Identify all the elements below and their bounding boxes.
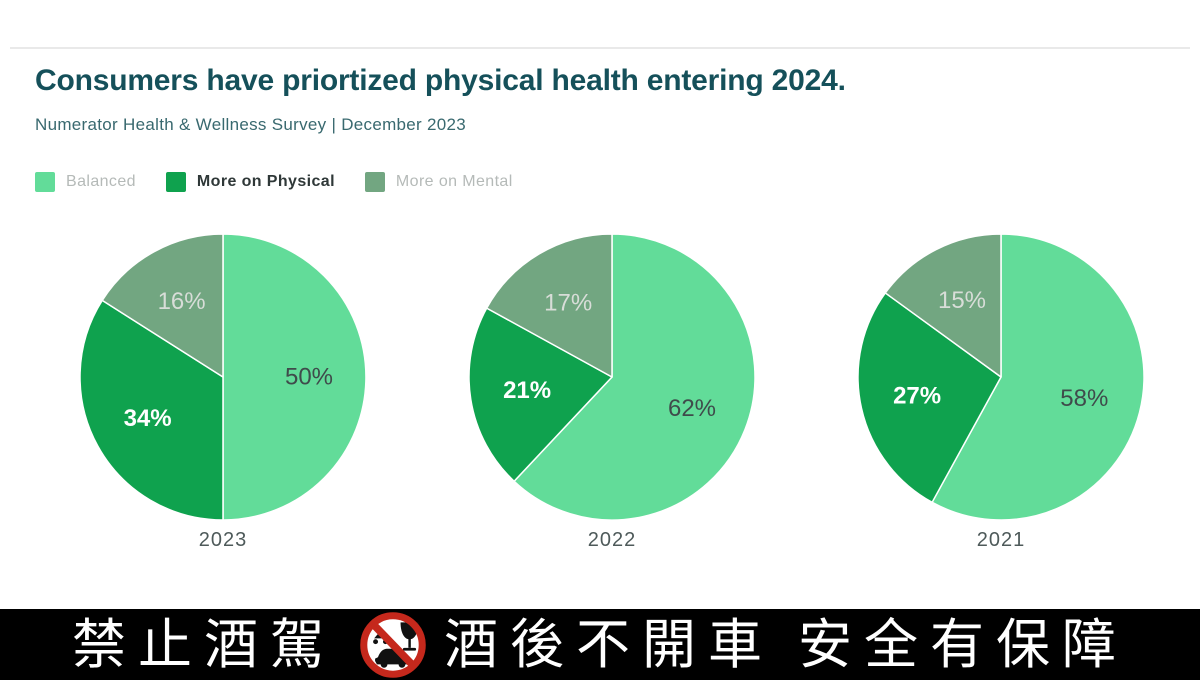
pie-slice-balanced bbox=[222, 233, 367, 521]
pie-slice-more-on-mental bbox=[884, 233, 1002, 378]
pie-chart-row: 50% 34% 16% 2023 62% 21% 17% 2022 58% 27% 15% 2021 bbox=[73, 227, 1151, 552]
slice-value-label: 62% bbox=[668, 395, 716, 422]
pie-svg-2023: 50% 34% 16% bbox=[79, 233, 367, 521]
legend-label: More on Mental bbox=[395, 173, 513, 190]
legend-item-more-on-mental: More on Mental bbox=[364, 172, 513, 192]
pie-chart-2023: 50% 34% 16% 2023 bbox=[73, 227, 373, 552]
year-label: 2023 bbox=[198, 529, 248, 551]
drunk-driving-warning-banner: 禁止酒駕 酒後不開車 安全有保 bbox=[0, 609, 1200, 680]
chart-subtitle: Numerator Health & Wellness Survey | Dec… bbox=[35, 115, 467, 134]
slice-value-label: 34% bbox=[124, 405, 172, 432]
slice-value-label: 15% bbox=[938, 287, 986, 314]
pie-slice-more-on-physical bbox=[857, 292, 1002, 504]
pie-slice-more-on-mental bbox=[485, 233, 613, 378]
legend-item-balanced: Balanced bbox=[35, 172, 136, 192]
pie-slice-more-on-physical bbox=[79, 299, 224, 521]
pie-slice-more-on-mental bbox=[101, 233, 224, 378]
slice-value-label: 50% bbox=[285, 364, 333, 391]
banner-text-right: 安全有保障 bbox=[798, 614, 1128, 675]
slice-value-label: 27% bbox=[893, 382, 941, 409]
pie-slice-balanced bbox=[931, 233, 1145, 521]
chart-title: Consumers have priortized physical healt… bbox=[35, 64, 846, 97]
slice-value-label: 21% bbox=[503, 377, 551, 404]
year-label: 2022 bbox=[587, 529, 637, 551]
legend-label: More on Physical bbox=[196, 173, 335, 190]
year-label: 2021 bbox=[976, 529, 1026, 551]
banner-text-mid: 酒後不開車 bbox=[444, 614, 774, 675]
no-drunk-driving-icon bbox=[360, 611, 426, 678]
banner-text-left: 禁止酒駕 bbox=[72, 614, 336, 675]
slice-value-label: 58% bbox=[1060, 385, 1108, 412]
slice-value-label: 16% bbox=[158, 288, 206, 315]
pie-svg-2021: 58% 27% 15% bbox=[857, 233, 1145, 521]
legend-label: Balanced bbox=[66, 173, 136, 190]
top-divider bbox=[10, 47, 1190, 49]
pie-svg-2022: 62% 21% 17% bbox=[468, 233, 756, 521]
legend-swatch bbox=[364, 172, 385, 192]
legend-swatch bbox=[165, 172, 186, 192]
pie-slice-balanced bbox=[513, 233, 756, 521]
chart-legend: Balanced More on Physical More on Mental bbox=[35, 172, 513, 192]
pie-chart-2022: 62% 21% 17% 2022 bbox=[462, 227, 762, 552]
legend-item-more-on-physical: More on Physical bbox=[165, 172, 335, 192]
slice-value-label: 17% bbox=[544, 290, 592, 317]
pie-slice-more-on-physical bbox=[468, 307, 613, 482]
pie-chart-2021: 58% 27% 15% 2021 bbox=[851, 227, 1151, 552]
legend-swatch bbox=[35, 172, 55, 192]
